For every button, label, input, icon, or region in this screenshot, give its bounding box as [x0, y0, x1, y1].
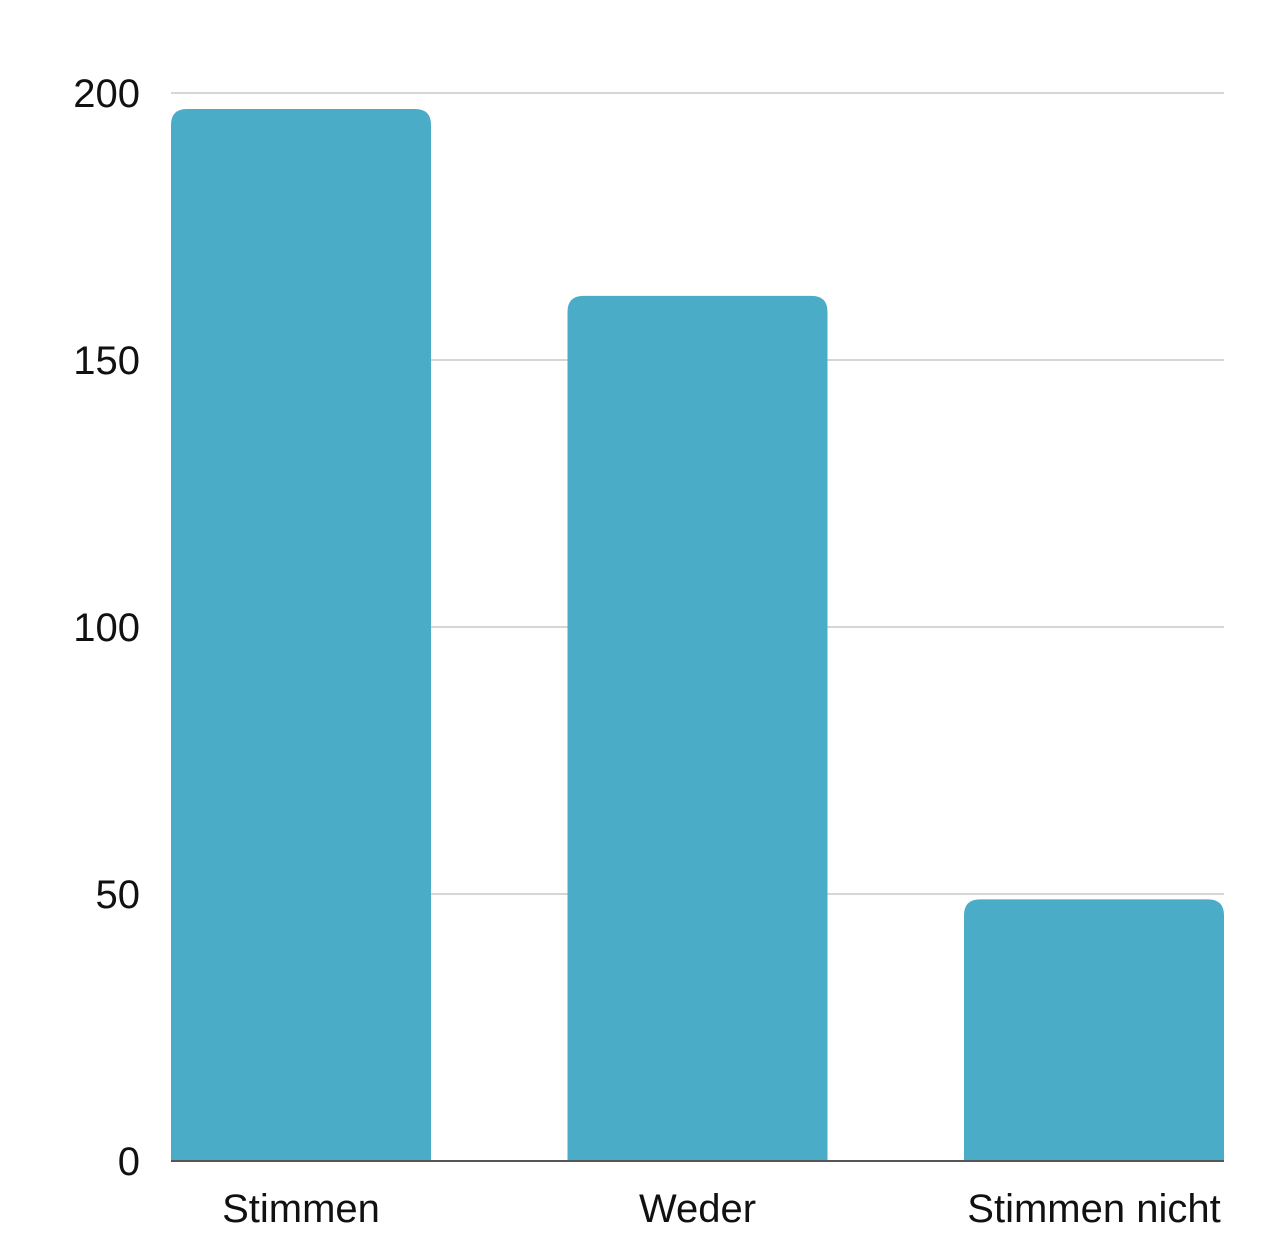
bar-stimmen-nicht [964, 899, 1224, 1161]
y-tick-label: 100 [73, 606, 140, 650]
x-axis-category-labels: Stimmen Weder Stimmen nicht [222, 1187, 1221, 1231]
y-tick-label: 200 [73, 72, 140, 116]
x-category-label: Stimmen [222, 1187, 380, 1231]
bar-weder [567, 295, 828, 1161]
x-category-label: Stimmen nicht [967, 1187, 1220, 1231]
y-axis-tick-labels: 0 50 100 150 200 [73, 72, 140, 1184]
bars [171, 109, 1224, 1161]
bar-stimmen [171, 109, 431, 1161]
x-category-label: Weder [639, 1187, 756, 1231]
y-tick-label: 150 [73, 339, 140, 383]
y-tick-label: 0 [118, 1140, 140, 1184]
y-tick-label: 50 [96, 873, 141, 917]
